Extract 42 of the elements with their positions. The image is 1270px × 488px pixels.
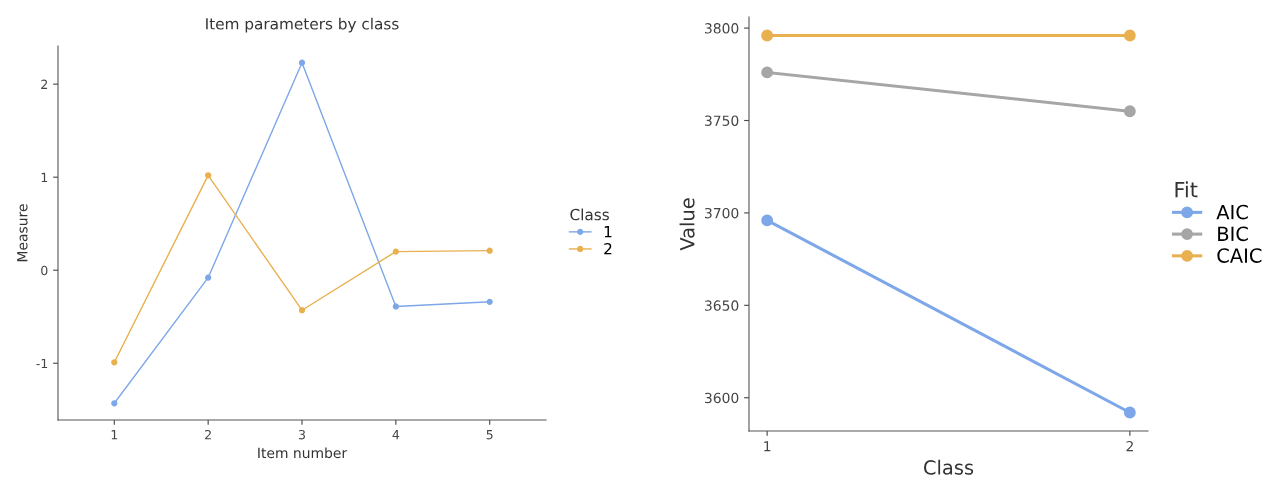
y-tick-label: 3600 (704, 392, 739, 404)
point (1123, 29, 1136, 42)
point (486, 298, 493, 305)
y-tick-label: 3700 (704, 207, 739, 219)
x-tick-label: 3 (298, 429, 305, 440)
point (392, 303, 399, 310)
point (111, 400, 118, 407)
legend-label: 1 (604, 226, 612, 238)
point (205, 172, 212, 179)
x-axis-title: Class (924, 459, 974, 475)
point (205, 274, 212, 281)
y-axis-title: Measure (17, 204, 28, 262)
legend-label: AIC (1216, 204, 1248, 220)
point (761, 29, 774, 42)
y-tick-label: 0 (41, 265, 48, 276)
point (298, 59, 306, 66)
legend-label: BIC (1218, 226, 1248, 242)
x-tick-label: 1 (111, 430, 118, 440)
y-tick-label: -1 (36, 358, 48, 368)
y-tick-label: 2 (41, 79, 48, 89)
y-tick-label: 3800 (704, 23, 739, 34)
legend-label: 2 (604, 242, 612, 255)
x-tick-label: 4 (392, 430, 400, 440)
point (392, 248, 399, 255)
x-tick-label: 5 (486, 430, 493, 440)
legend-title: Class (570, 208, 609, 221)
point (761, 214, 774, 227)
legend-title: Fit (1175, 181, 1198, 198)
legend-label: CAIC (1217, 248, 1262, 263)
x-axis-title: Item number (258, 447, 348, 459)
point (298, 307, 306, 314)
y-tick-label: 1 (41, 172, 48, 182)
point (1123, 406, 1136, 419)
chart-title: Item parameters by class (206, 17, 399, 33)
y-axis-title: Value (679, 198, 695, 251)
point (486, 247, 493, 254)
y-tick-label: 3750 (704, 115, 739, 126)
point (761, 66, 774, 79)
x-tick-label: 2 (205, 429, 211, 440)
point (111, 359, 118, 366)
y-tick-label: 3650 (704, 300, 739, 311)
point (1123, 105, 1136, 118)
